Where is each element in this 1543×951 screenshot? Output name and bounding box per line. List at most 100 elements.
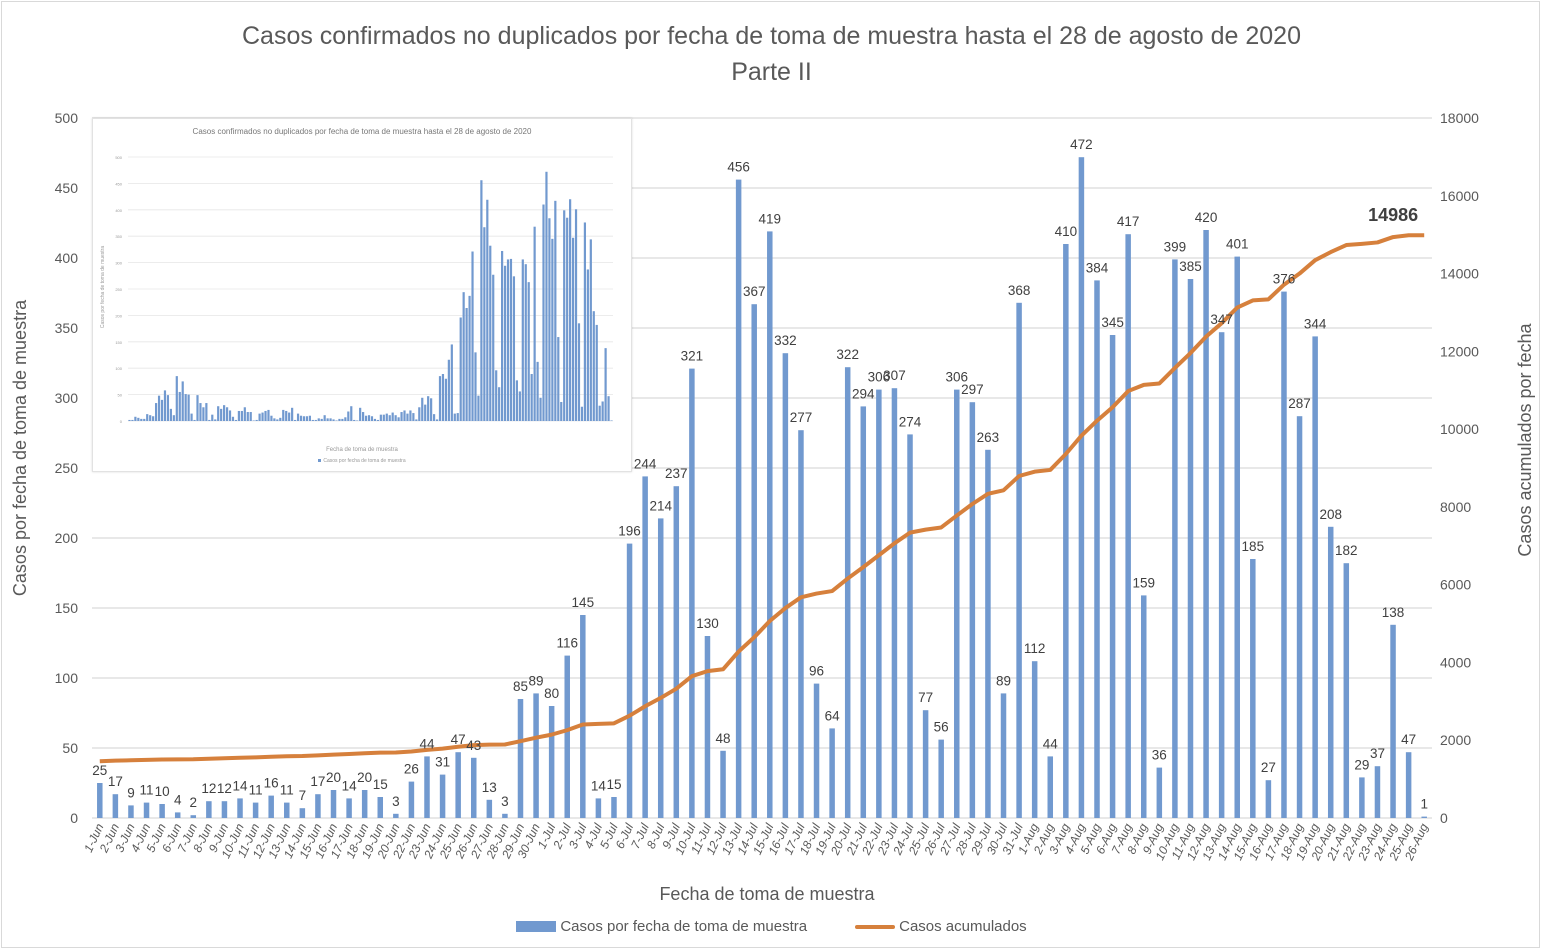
inset-bar <box>285 410 288 421</box>
inset-title: Casos confirmados no duplicados por fech… <box>192 127 532 136</box>
bar <box>408 781 415 818</box>
inset-bar <box>415 419 418 421</box>
inset-bar <box>234 419 238 421</box>
bar-data-label: 26 <box>404 762 419 777</box>
bar-data-label: 367 <box>743 284 766 299</box>
bar <box>751 304 757 818</box>
inset-bar <box>456 413 459 421</box>
inset-bar <box>554 200 557 421</box>
inset-y-tick-label: 100 <box>115 366 122 371</box>
inset-bar <box>264 410 267 421</box>
bar <box>938 739 944 818</box>
inset-bar <box>190 413 193 421</box>
inset-bar <box>406 413 409 421</box>
inset-bar <box>604 348 607 421</box>
bar-data-label: 208 <box>1319 507 1342 522</box>
bar <box>611 797 617 818</box>
y2-tick-label: 2000 <box>1440 732 1471 748</box>
inset-bar <box>403 410 406 421</box>
bar-data-label: 306 <box>868 370 891 385</box>
inset-bar <box>181 381 184 421</box>
inset-bar <box>432 414 436 421</box>
inset-bar <box>140 418 143 421</box>
y2-tick-label: 6000 <box>1440 577 1471 593</box>
bar-data-label: 344 <box>1304 316 1327 331</box>
inset-bar <box>169 408 172 421</box>
bar <box>1125 234 1131 818</box>
y-tick-label: 200 <box>55 530 79 546</box>
bar <box>1016 302 1022 818</box>
inset-bar <box>364 415 368 421</box>
inset-chart-image: Casos confirmados no duplicados por fech… <box>92 118 632 472</box>
bar <box>1172 259 1178 818</box>
inset-bar <box>583 222 587 421</box>
bar-data-label: 214 <box>649 498 672 513</box>
inset-bar <box>592 311 595 421</box>
inset-bar <box>441 374 445 421</box>
bar <box>252 802 259 818</box>
inset-bar <box>379 414 382 421</box>
bar <box>1140 595 1147 818</box>
inset-bar <box>506 259 510 421</box>
cumulative-line <box>99 233 1425 764</box>
inset-bar <box>503 265 507 421</box>
bar-data-label: 11 <box>280 783 294 798</box>
bar <box>346 798 352 818</box>
inset-bar <box>424 404 427 421</box>
bar-data-label: 20 <box>357 770 372 785</box>
inset-bar <box>471 251 474 421</box>
inset-bar <box>160 399 164 421</box>
y-tick-label: 0 <box>70 810 78 826</box>
inset-bar <box>131 419 134 421</box>
bar-data-label: 116 <box>556 636 578 651</box>
inset-bar <box>258 413 261 421</box>
inset-bar <box>607 396 610 421</box>
bar-data-label: 89 <box>529 673 544 688</box>
bar <box>1234 256 1240 819</box>
inset-bar <box>178 391 181 421</box>
bar-data-label: 263 <box>977 430 1000 445</box>
inset-bar <box>243 407 246 421</box>
bar <box>237 798 243 818</box>
inset-bar <box>267 409 270 421</box>
inset-bar <box>542 204 545 421</box>
inset-bar <box>515 380 518 421</box>
inset-bar <box>498 387 501 421</box>
bar-data-label: 44 <box>1043 736 1059 751</box>
inset-bar <box>344 417 347 421</box>
inset-bar <box>128 419 131 421</box>
inset-bar <box>187 394 190 421</box>
inset-bar <box>459 317 462 421</box>
inset-bar <box>462 292 465 421</box>
inset-bar <box>329 418 332 421</box>
legend-item-line[interactable]: Casos acumulados <box>855 918 1027 935</box>
y2-tick-label: 12000 <box>1440 343 1479 359</box>
bar-data-label: 185 <box>1242 539 1265 554</box>
inset-bar <box>566 217 569 421</box>
legend-item-bars[interactable]: Casos por fecha de toma de muestra <box>516 918 807 935</box>
bar <box>377 797 384 818</box>
inset-legend: Casos por fecha de toma de muestra <box>93 458 631 464</box>
y2-tick-label: 8000 <box>1440 499 1471 515</box>
bar <box>533 693 539 818</box>
inset-bar <box>347 411 350 421</box>
inset-bar <box>598 405 601 421</box>
inset-bar <box>335 420 338 421</box>
inset-bar <box>214 419 217 421</box>
bar-data-label: 237 <box>665 466 688 481</box>
bar-data-label: 36 <box>1152 748 1167 763</box>
bar-data-label: 297 <box>961 382 984 397</box>
bar-data-label: 10 <box>155 784 170 799</box>
inset-bar <box>388 415 391 421</box>
inset-bar <box>533 226 536 421</box>
bar <box>143 802 150 818</box>
bar-data-label: 7 <box>299 788 307 803</box>
inset-bar <box>208 419 211 421</box>
bar <box>1109 335 1116 818</box>
y2-tick-label: 0 <box>1440 810 1448 826</box>
bar <box>128 805 134 818</box>
inset-bar <box>477 395 480 421</box>
inset-bar <box>370 416 374 421</box>
inset-y-tick-label: 300 <box>115 261 122 266</box>
inset-bar <box>394 415 397 421</box>
